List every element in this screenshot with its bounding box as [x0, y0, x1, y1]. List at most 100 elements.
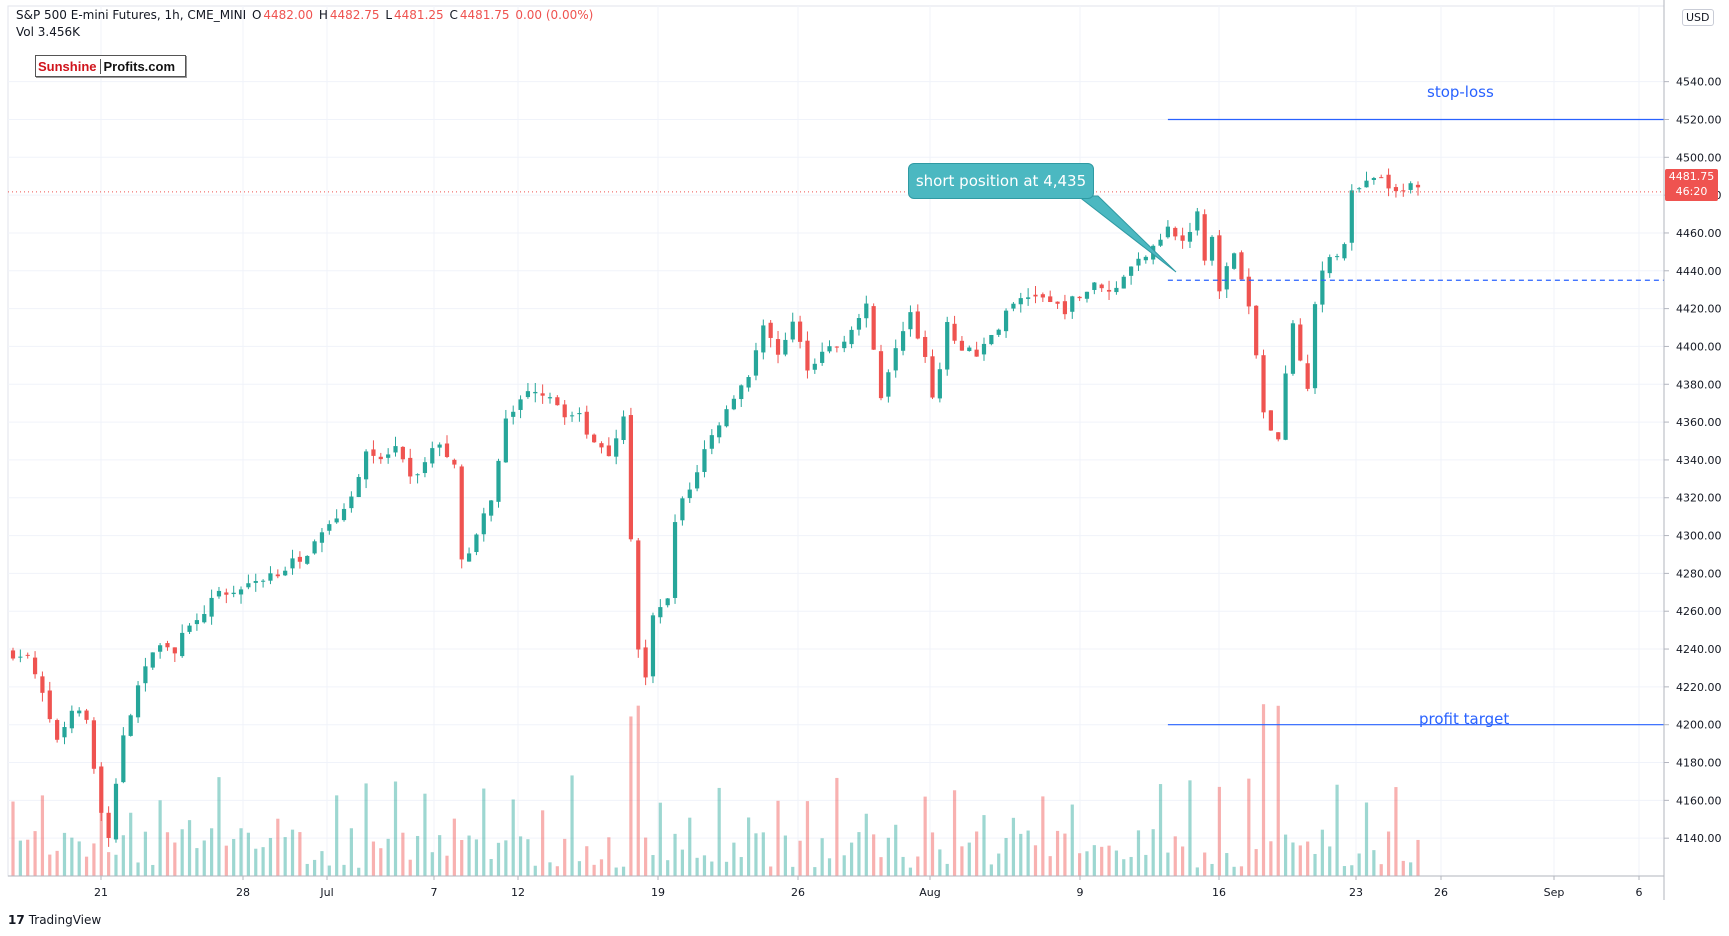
candle-body — [753, 350, 759, 376]
candle-body — [555, 397, 560, 406]
volume-bar — [1048, 856, 1052, 876]
candle-body — [893, 348, 898, 371]
candle-body — [672, 522, 678, 598]
tick-label-y: 4420.00 — [1676, 303, 1722, 316]
volume-bar — [1254, 849, 1258, 876]
candle-body — [562, 404, 567, 418]
volume-bar — [1401, 860, 1405, 876]
candle-body — [1246, 276, 1251, 307]
short-position-callout[interactable]: short position at 4,435 — [908, 163, 1094, 199]
volume-bar — [489, 859, 493, 876]
volume-bar — [563, 838, 567, 876]
volume-bar — [541, 810, 545, 876]
candle-body — [761, 325, 766, 353]
volume-bar — [18, 840, 22, 876]
volume-bar — [1114, 850, 1119, 876]
volume-bar — [1372, 850, 1376, 876]
volume-bar — [526, 839, 530, 876]
volume-bar — [997, 853, 1001, 876]
volume-bar — [224, 845, 228, 876]
volume-bar — [1379, 864, 1383, 876]
candle-body — [1334, 256, 1340, 258]
candle-body — [1386, 174, 1391, 189]
candle-body — [209, 597, 214, 617]
candle-body — [974, 349, 979, 357]
candle-body — [1239, 252, 1244, 280]
volume-bar — [496, 842, 501, 876]
candle-body — [908, 312, 913, 330]
volume-bar — [467, 835, 471, 876]
volume-bar — [1011, 817, 1016, 876]
candle-body — [1371, 178, 1376, 180]
volume-bar — [1283, 834, 1288, 876]
candle-body — [827, 346, 832, 352]
volume-bar — [695, 857, 699, 876]
volume-bar — [26, 839, 30, 876]
candle-body — [1379, 177, 1384, 179]
candle-body — [341, 508, 347, 521]
volume-bar — [121, 835, 125, 876]
candle-body — [489, 500, 494, 516]
volume-bar — [1100, 846, 1104, 876]
candle-body — [967, 347, 972, 352]
volume-bar — [1026, 830, 1030, 876]
symbol-title: S&P 500 E-mini Futures, 1h, CME_MINI — [16, 8, 247, 22]
candle-body — [739, 385, 744, 400]
candle-body — [400, 446, 405, 460]
candle-body — [172, 647, 177, 654]
volume-value: 3.456K — [37, 25, 81, 39]
candle-body — [202, 613, 207, 623]
candle-body — [253, 580, 258, 583]
candle-body — [40, 676, 45, 693]
candle-body — [437, 444, 442, 448]
logo-part-profits: Profits.com — [103, 58, 176, 74]
volume-bar — [813, 867, 817, 876]
volume-bar — [592, 864, 596, 876]
candle-body — [194, 620, 200, 625]
tick-label-y: 4280.00 — [1676, 567, 1722, 580]
volume-bar — [364, 783, 368, 876]
volume-bar — [290, 829, 295, 876]
tick-label-x: 21 — [94, 886, 108, 899]
candle-body — [864, 303, 869, 319]
candle-body — [621, 416, 626, 441]
volume-bar — [872, 834, 876, 876]
volume-bar — [305, 863, 309, 876]
volume-bar — [232, 838, 236, 876]
volume-bar — [901, 856, 905, 876]
volume-bar — [805, 801, 810, 876]
candle-body — [1011, 303, 1016, 309]
candle-body — [1268, 410, 1273, 431]
volume-bar — [239, 828, 243, 876]
candle-body — [1121, 276, 1126, 289]
candle-body — [996, 329, 1001, 335]
volume-bar — [908, 867, 913, 876]
volume-bar — [1136, 830, 1141, 876]
volume-bar — [636, 705, 640, 876]
candle-body — [1077, 296, 1082, 299]
callout-pointer — [1076, 195, 1177, 273]
candle-body — [312, 541, 317, 554]
volume-bar — [379, 848, 383, 876]
candle-body — [319, 532, 325, 543]
candle-body — [238, 589, 244, 595]
candle-body — [1261, 355, 1266, 413]
volume-bar — [1033, 845, 1038, 876]
volume-bar — [187, 820, 192, 876]
volume-bar — [445, 855, 449, 876]
tick-label-y: 4340.00 — [1676, 454, 1722, 467]
volume-bar — [217, 777, 221, 876]
currency-button[interactable]: USD — [1682, 9, 1714, 26]
tradingview-logo[interactable]: 17 TradingView — [8, 913, 101, 927]
candle-body — [533, 391, 538, 394]
candle-body — [386, 454, 391, 458]
candle-body — [952, 323, 957, 341]
tick-label-y: 4240.00 — [1676, 643, 1722, 656]
candle-body — [1195, 211, 1200, 231]
volume-bar — [1328, 846, 1332, 876]
volume-bar — [666, 860, 670, 876]
candle-body — [569, 415, 575, 417]
volume-bar — [614, 867, 618, 876]
candle-body — [731, 398, 736, 410]
